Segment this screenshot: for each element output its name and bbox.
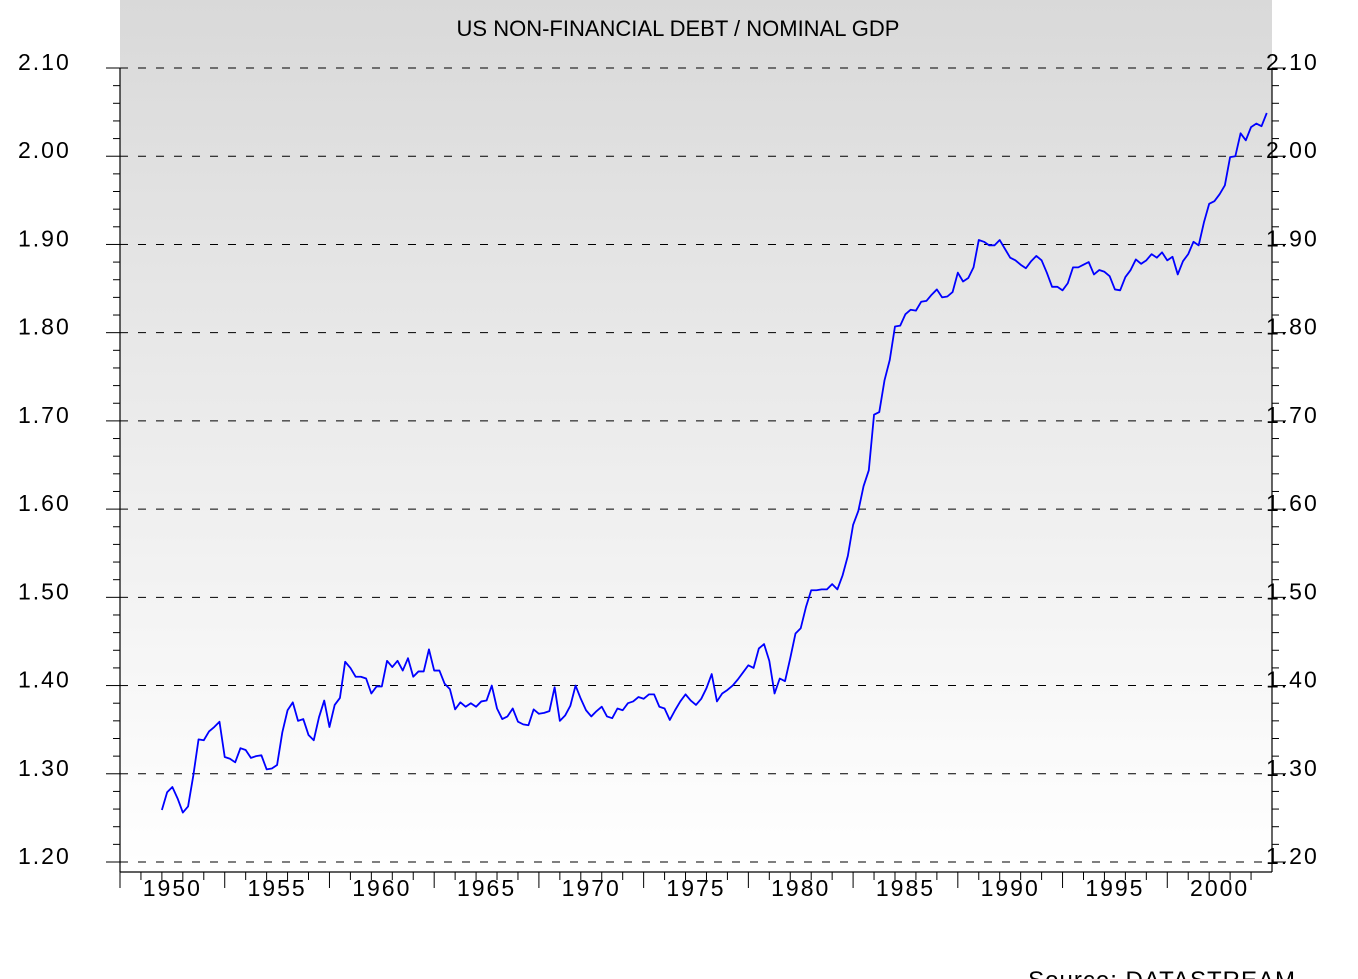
chart-title: US NON-FINANCIAL DEBT / NOMINAL GDP [457, 16, 900, 41]
x-tick-label: 1995 [1085, 875, 1144, 901]
y-tick-label-left: 2.00 [18, 137, 71, 163]
marks [161, 112, 1268, 814]
y-tick-label-left: 1.80 [18, 314, 71, 340]
y-tick-label-left: 1.70 [18, 402, 71, 428]
y-tick-label-right: 1.90 [1266, 225, 1319, 251]
x-tick-label: 1975 [666, 875, 725, 901]
x-tick-label: 1980 [771, 875, 830, 901]
y-tick-label-right: 1.80 [1266, 314, 1319, 340]
y-tick-label-left: 1.30 [18, 755, 71, 781]
y-tick-label-left: 1.20 [18, 843, 71, 869]
y-tick-label-right: 2.10 [1266, 49, 1319, 75]
x-tick-label: 1965 [457, 875, 516, 901]
y-tick-label-right: 1.20 [1266, 843, 1319, 869]
line-series [161, 112, 1268, 814]
y-tick-label-left: 1.50 [18, 578, 71, 604]
x-tick-label: 1970 [562, 875, 621, 901]
x-tick-label: 1985 [876, 875, 935, 901]
y-tick-label-right: 1.70 [1266, 402, 1319, 428]
x-tick-label: 2000 [1190, 875, 1249, 901]
x-tick-label: 1990 [981, 875, 1040, 901]
y-tick-label-left: 1.60 [18, 490, 71, 516]
y-tick-label-right: 1.30 [1266, 755, 1319, 781]
y-tick-label-right: 1.60 [1266, 490, 1319, 516]
x-tick-label: 1960 [352, 875, 411, 901]
y-tick-label-right: 1.40 [1266, 667, 1319, 693]
x-tick-label: 1950 [143, 875, 202, 901]
grid [120, 67, 1272, 863]
axes: 1.20 1.20 1.30 1.30 1.40 1.40 1.50 1.50 1.60 1.60… [18, 49, 1319, 901]
plot-background [120, 0, 1272, 866]
y-tick-label-right: 2.00 [1266, 137, 1319, 163]
y-tick-label-left: 1.90 [18, 225, 71, 251]
x-tick-label: 1955 [248, 875, 307, 901]
y-tick-label-left: 2.10 [18, 49, 71, 75]
y-tick-label-left: 1.40 [18, 667, 71, 693]
y-tick-label-right: 1.50 [1266, 578, 1319, 604]
source-note: Source: DATASTREAM [1028, 967, 1296, 979]
